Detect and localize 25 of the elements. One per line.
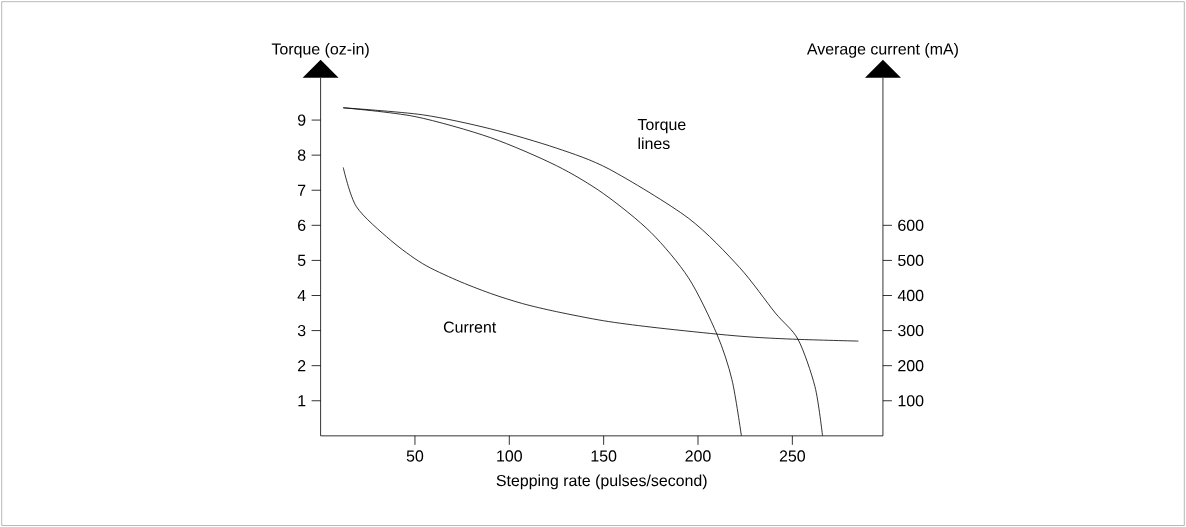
y-tick-label: 3: [297, 324, 306, 337]
y2-tick-label: 500: [898, 254, 924, 266]
y-tick-label: 8: [297, 149, 306, 161]
y-tick-label: 5: [297, 254, 306, 266]
y-tick-label: 6: [298, 219, 306, 231]
x-axis-title: Stepping rate (pulses/second): [496, 474, 707, 490]
y-axis-title: Torque (oz-in): [271, 42, 369, 58]
y-tick-label: 9: [297, 114, 306, 126]
y-tick-label: 4: [297, 289, 306, 301]
x-tick-label: 100: [497, 450, 522, 462]
annotation: Torque lines: [637, 118, 686, 150]
y-tick-label: 2: [298, 360, 306, 372]
y2-tick-label: 600: [898, 219, 924, 231]
y2-tick-label: 100: [898, 395, 924, 407]
y2-axis-title: Average current (mA): [806, 42, 958, 58]
y2-tick-label: 200: [898, 359, 924, 372]
x-tick-label: 250: [779, 450, 806, 462]
y2-tick-label: 300: [898, 324, 924, 337]
x-tick-label: 150: [591, 450, 617, 462]
y-tick-label: 1: [298, 395, 306, 407]
y2-tick-label: 400: [897, 289, 924, 302]
annotation: Current: [443, 321, 497, 333]
y-tick-label: 7: [298, 184, 306, 196]
x-tick-label: 50: [406, 450, 424, 462]
x-tick-label: 200: [685, 450, 711, 462]
